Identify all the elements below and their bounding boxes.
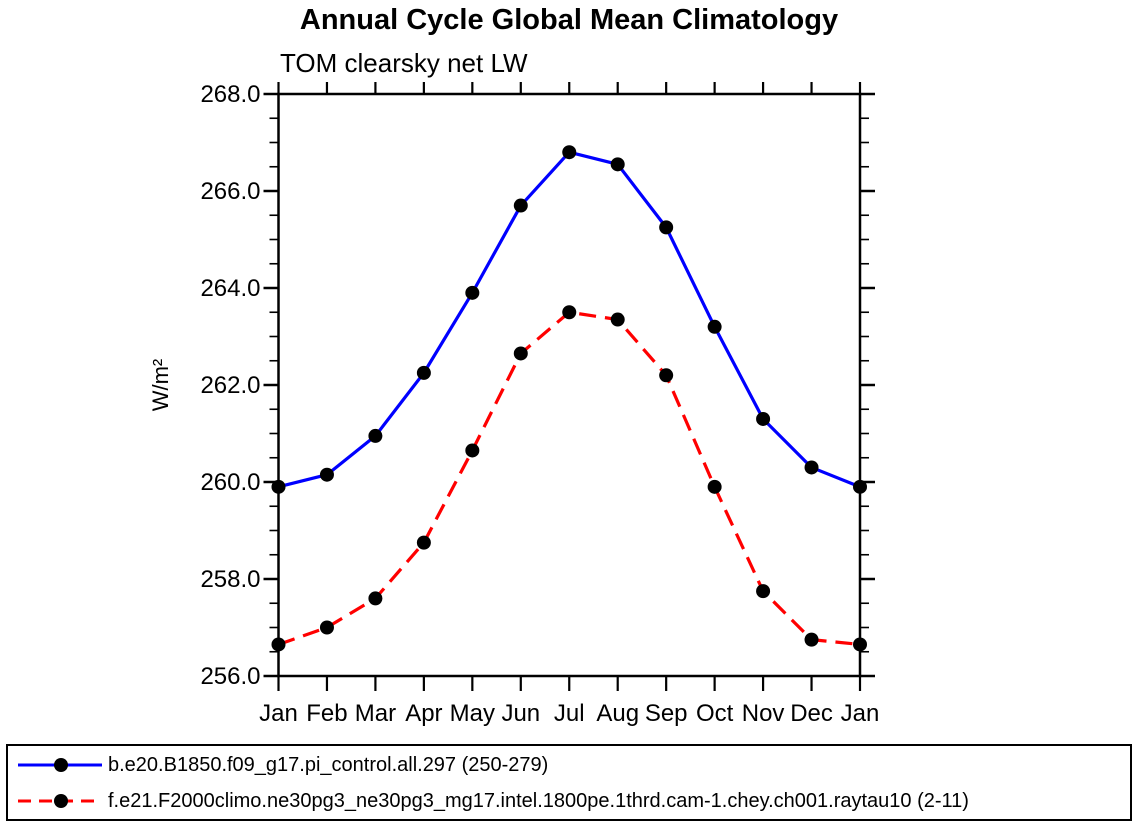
data-point [610, 157, 625, 172]
series-line-1 [277, 310, 861, 647]
data-point [756, 411, 771, 426]
data-point [707, 319, 722, 334]
data-point [513, 198, 528, 213]
legend-item: f.e21.F2000climo.ne30pg3_ne30pg3_mg17.in… [16, 789, 969, 813]
chart-title: Annual Cycle Global Mean Climatology [299, 4, 839, 36]
data-point [271, 479, 286, 494]
x-tick-label: Sep [645, 700, 688, 727]
x-tick-label: Aug [596, 700, 639, 727]
data-point [804, 632, 819, 647]
legend-marker-dot [54, 794, 68, 808]
x-tick-label: Oct [696, 700, 734, 727]
y-tick-label: 258.0 [200, 566, 260, 593]
legend-label: f.e21.F2000climo.ne30pg3_ne30pg3_mg17.in… [108, 789, 969, 812]
y-tick-label: 256.0 [200, 663, 260, 690]
y-tick-label: 268.0 [200, 81, 260, 108]
data-point [707, 479, 722, 494]
y-axis-label: W/m² [148, 359, 173, 412]
x-tick-label: Jan [841, 700, 880, 727]
data-point [416, 365, 431, 380]
x-tick-label: Nov [742, 700, 785, 727]
legend-sample-dashed-line [18, 794, 102, 808]
data-point [368, 428, 383, 443]
data-point [513, 346, 528, 361]
data-point [659, 220, 674, 235]
data-point [465, 443, 480, 458]
legend-marker-dot [54, 758, 68, 772]
x-tick-label: Apr [405, 700, 442, 727]
x-tick-label: Jan [259, 700, 298, 727]
data-point [319, 620, 334, 635]
x-tick-label: Feb [306, 700, 347, 727]
data-point [804, 460, 819, 475]
legend-item: b.e20.B1850.f09_g17.pi_control.all.297 (… [16, 753, 548, 777]
data-point [368, 591, 383, 606]
plot-frame [277, 92, 862, 678]
series-line-0 [278, 150, 861, 489]
x-tick-label: Jul [554, 700, 585, 727]
data-point [756, 584, 771, 599]
legend-label: b.e20.B1850.f09_g17.pi_control.all.297 (… [108, 753, 549, 776]
y-tick-label: 266.0 [200, 178, 260, 205]
y-tick-label: 264.0 [200, 275, 260, 302]
legend-box: b.e20.B1850.f09_g17.pi_control.all.297 (… [6, 744, 1132, 821]
data-point [271, 637, 286, 652]
y-tick-label: 262.0 [200, 372, 260, 399]
data-point [853, 637, 867, 652]
data-point [853, 479, 867, 494]
x-tick-label: Mar [355, 700, 396, 727]
data-point [610, 312, 625, 327]
chart-svg: 256.0 258.0 260.0 262.0 264.0 266.0 268.0 Jan Fe… [148, 81, 880, 727]
x-tick-label: Jun [501, 700, 540, 727]
data-point [562, 145, 577, 160]
data-point [562, 305, 577, 320]
chart-subtitle: TOM clearsky net LW [280, 48, 528, 78]
x-tick-label: May [450, 700, 495, 727]
legend-sample-solid-line [18, 758, 102, 772]
x-tick-label: Dec [790, 700, 833, 727]
data-point [416, 535, 431, 550]
data-point [659, 368, 674, 383]
y-tick-label: 260.0 [200, 469, 260, 496]
data-point [465, 285, 480, 300]
data-point [319, 467, 334, 482]
